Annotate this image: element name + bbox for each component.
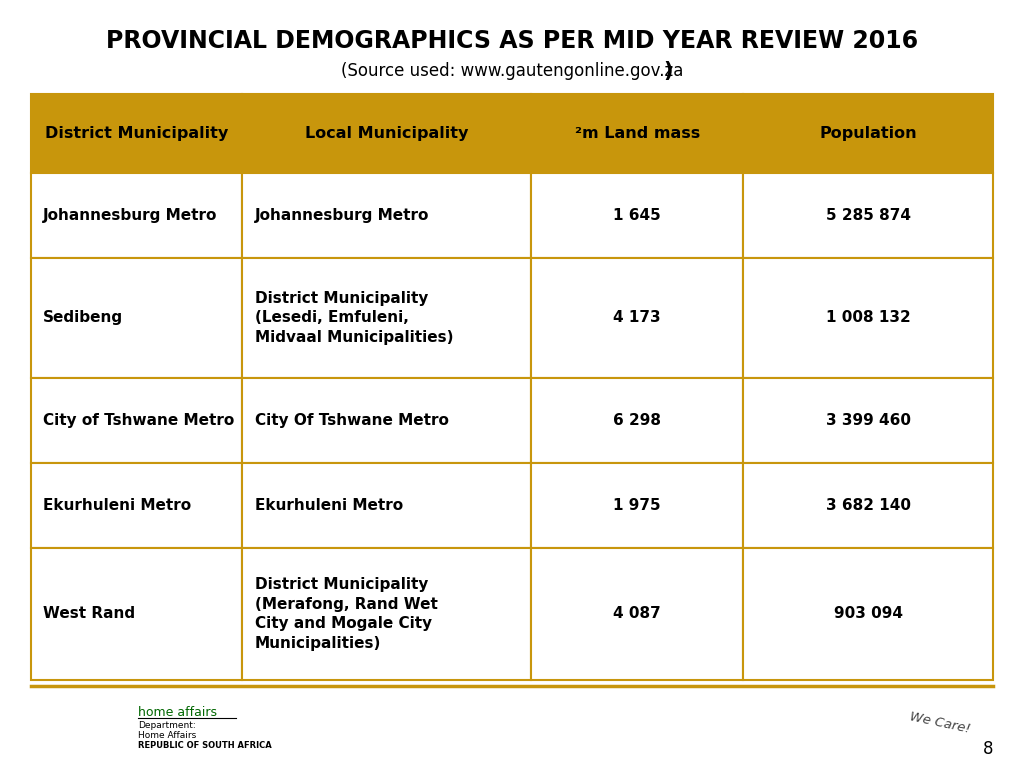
Text: 1 008 132: 1 008 132	[825, 310, 910, 326]
Text: 3 682 140: 3 682 140	[825, 498, 910, 513]
Bar	[243, 258, 531, 378]
Bar	[243, 173, 531, 258]
Bar	[743, 548, 993, 680]
Text: 1 645: 1 645	[613, 208, 662, 223]
Text: Department:: Department:	[138, 721, 196, 730]
Text: ): )	[664, 61, 673, 81]
Text: 1 975: 1 975	[613, 498, 660, 513]
Text: City Of Tshwane Metro: City Of Tshwane Metro	[255, 413, 449, 428]
Bar	[31, 548, 243, 680]
Bar	[743, 258, 993, 378]
Text: 903 094: 903 094	[834, 607, 902, 621]
Text: Ekurhuleni Metro: Ekurhuleni Metro	[43, 498, 191, 513]
Text: Ekurhuleni Metro: Ekurhuleni Metro	[255, 498, 402, 513]
Text: 4 087: 4 087	[613, 607, 662, 621]
Text: City of Tshwane Metro: City of Tshwane Metro	[43, 413, 234, 428]
Bar	[531, 94, 743, 173]
Text: 4 173: 4 173	[613, 310, 660, 326]
Text: Johannesburg Metro: Johannesburg Metro	[255, 208, 429, 223]
Text: 5 285 874: 5 285 874	[825, 208, 910, 223]
Bar	[243, 94, 531, 173]
Bar	[743, 94, 993, 173]
Text: Sedibeng: Sedibeng	[43, 310, 123, 326]
Text: 3 399 460: 3 399 460	[825, 413, 910, 428]
Bar	[31, 258, 243, 378]
Text: 8: 8	[983, 740, 993, 758]
Bar	[243, 548, 531, 680]
Bar	[31, 173, 243, 258]
Bar	[743, 463, 993, 548]
Bar	[531, 463, 743, 548]
Bar	[531, 378, 743, 463]
Text: ²m Land mass: ²m Land mass	[574, 126, 699, 141]
Text: Population: Population	[819, 126, 916, 141]
Text: West Rand: West Rand	[43, 607, 135, 621]
Bar	[31, 463, 243, 548]
Bar	[31, 378, 243, 463]
Text: (Source used: www.gautengonline.gov.za: (Source used: www.gautengonline.gov.za	[341, 61, 683, 80]
Text: District Municipality: District Municipality	[45, 126, 228, 141]
Text: We Care!: We Care!	[908, 710, 972, 737]
Bar	[743, 173, 993, 258]
Text: Home Affairs: Home Affairs	[138, 731, 197, 740]
Bar	[243, 378, 531, 463]
Bar	[743, 378, 993, 463]
Text: District Municipality
(Merafong, Rand Wet
City and Mogale City
Municipalities): District Municipality (Merafong, Rand We…	[255, 577, 437, 651]
Bar	[531, 173, 743, 258]
Bar	[531, 548, 743, 680]
Text: home affairs: home affairs	[138, 707, 217, 719]
Bar	[31, 94, 243, 173]
Text: PROVINCIAL DEMOGRAPHICS AS PER MID YEAR REVIEW 2016: PROVINCIAL DEMOGRAPHICS AS PER MID YEAR …	[105, 28, 919, 53]
Text: 6 298: 6 298	[613, 413, 662, 428]
Text: District Municipality
(Lesedi, Emfuleni,
Midvaal Municipalities): District Municipality (Lesedi, Emfuleni,…	[255, 290, 454, 345]
Text: Johannesburg Metro: Johannesburg Metro	[43, 208, 217, 223]
Bar	[531, 258, 743, 378]
Bar	[243, 463, 531, 548]
Text: REPUBLIC OF SOUTH AFRICA: REPUBLIC OF SOUTH AFRICA	[138, 741, 272, 750]
Text: Local Municipality: Local Municipality	[305, 126, 469, 141]
